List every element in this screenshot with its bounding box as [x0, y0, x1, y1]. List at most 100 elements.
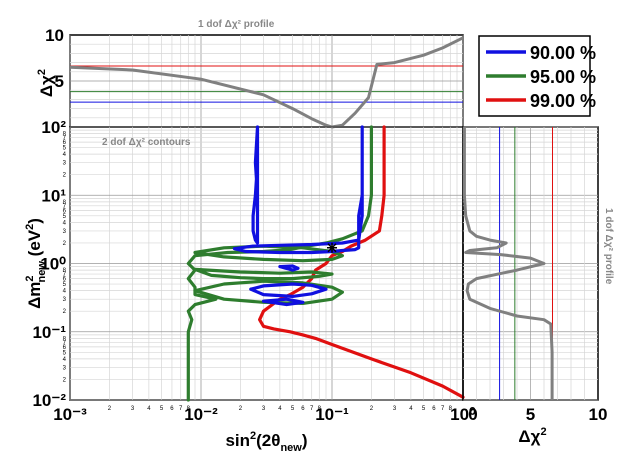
y-minor-tick-label: 3 [63, 297, 67, 303]
top-y-axis-label: Δχ2 [36, 69, 56, 97]
x-label-part: sin [225, 431, 250, 450]
x-minor-tick-label: 4 [409, 406, 413, 412]
contour-line [249, 282, 328, 298]
y-label-sup: 2 [24, 275, 36, 281]
right-x-label-sup: 2 [540, 426, 546, 438]
top-y-label-sup: 2 [36, 69, 48, 75]
y-minor-tick-label: 8 [63, 132, 67, 138]
profile-line [69, 36, 464, 129]
right-panel-title: 1 dof Δχ² profile [603, 208, 614, 285]
best-fit-marker [327, 242, 337, 253]
y-minor-tick-label: 7 [63, 340, 67, 346]
x-tick-label: 10⁻¹ [315, 405, 349, 424]
main-grid [69, 126, 464, 401]
x-minor-tick-label: 6 [170, 406, 174, 412]
top-y-label-part: Δχ [37, 75, 56, 97]
x-minor-tick-label: 7 [179, 406, 183, 412]
x-minor-tick-label: 4 [147, 406, 151, 412]
main-y-axis-label: Δm2new (eV2) [24, 218, 48, 309]
y-minor-tick-label: 4 [63, 220, 67, 226]
top-panel-title: 1 dof Δχ² profile [198, 19, 275, 30]
right-grid [463, 126, 598, 401]
x-minor-tick-label: 3 [131, 406, 135, 412]
right-x-label-part: Δχ [518, 427, 540, 446]
y-minor-tick-label: 5 [63, 282, 67, 288]
top-y-ticks: 5 10 [45, 26, 64, 91]
top-grid [69, 35, 464, 127]
x-minor-tick-label: 7 [310, 406, 314, 412]
best-fit-star [327, 242, 337, 253]
y-minor-tick-label: 4 [63, 357, 67, 363]
x-label-sup: 2 [250, 430, 256, 442]
y-label-part: (eV [25, 229, 44, 261]
top-profile-curve [69, 36, 464, 129]
contour-line [261, 297, 305, 307]
top-panel: 5 10 1 dof Δχ² profile Δχ2 [36, 19, 464, 129]
y-label-part: Δm [25, 282, 44, 309]
main-x-axis-label: sin2(2θnew) [225, 430, 307, 453]
y-minor-tick-label: 2 [63, 241, 67, 247]
y-label-sub: new [36, 261, 48, 283]
y-minor-tick-label: 8 [63, 200, 67, 206]
x-label-part: (2θ [256, 431, 280, 450]
x-minor-tick-label: 5 [291, 406, 295, 412]
contour-line [193, 267, 334, 281]
right-profile-curve [462, 127, 554, 400]
x-minor-tick-label: 6 [301, 406, 305, 412]
x-minor-tick-label: 5 [160, 406, 164, 412]
main-panel-title: 2 dof Δχ² contours [102, 137, 191, 148]
x-minor-tick-label: 4 [278, 406, 282, 412]
right-x-tick-label: 0 [468, 405, 477, 424]
y-tick-label: 10² [41, 118, 66, 137]
x-minor-tick-label: 2 [370, 406, 374, 412]
y-minor-tick-label: 6 [63, 208, 67, 214]
x-tick-label: 10⁰ [450, 405, 476, 424]
top-reference-lines [70, 65, 463, 103]
y-minor-tick-label: 2 [63, 309, 67, 315]
x-tick-label: 10⁻² [184, 405, 218, 424]
main-axis-ticks: 10⁻³ 2 3 4 5 6 7 810⁻² 2 3 4 5 6 7 810⁻¹ 2 3 4 5 6 7 810⁰10⁻²… [32, 118, 476, 424]
contour-line [186, 125, 373, 402]
legend-label: 90.00 % [530, 43, 596, 63]
y-label-part: ) [25, 218, 44, 224]
y-tick-label: 10⁻² [32, 391, 66, 410]
x-minor-tick-label: 2 [239, 406, 243, 412]
y-minor-tick-label: 7 [63, 204, 67, 210]
x-minor-tick-label: 3 [393, 406, 397, 412]
contour-line [193, 279, 344, 305]
x-minor-tick-label: 2 [108, 406, 112, 412]
y-minor-tick-label: 8 [63, 268, 67, 274]
x-label-part: ) [302, 431, 308, 450]
y-label-sup: 2 [24, 224, 36, 230]
right-x-ticks: 0 5 10 [468, 405, 607, 424]
y-minor-tick-label: 7 [63, 272, 67, 278]
y-minor-tick-label: 3 [63, 161, 67, 167]
x-minor-tick-label: 8 [187, 406, 191, 412]
legend-label: 99.00 % [530, 91, 596, 111]
y-minor-tick-label: 4 [63, 289, 67, 295]
legend-label: 95.00 % [530, 67, 596, 87]
x-minor-tick-label: 5 [422, 406, 426, 412]
top-y-tick-label: 10 [45, 26, 64, 45]
right-x-tick-label: 10 [589, 405, 608, 424]
y-minor-tick-label: 6 [63, 140, 67, 146]
contour-line [251, 125, 260, 245]
right-x-axis-label: Δχ2 [518, 426, 546, 446]
y-tick-label: 10¹ [41, 186, 66, 205]
x-minor-tick-label: 8 [449, 406, 453, 412]
y-minor-tick-label: 7 [63, 136, 67, 142]
y-minor-tick-label: 2 [63, 377, 67, 383]
y-minor-tick-label: 6 [63, 345, 67, 351]
contour-line [278, 264, 300, 272]
y-minor-tick-label: 5 [63, 146, 67, 152]
right-panel: 0 5 10 1 dof Δχ² profile Δχ2 [462, 126, 614, 446]
y-minor-tick-label: 5 [63, 214, 67, 220]
y-tick-label: 10⁰ [40, 255, 66, 274]
legend: 90.00 % 95.00 % 99.00 % [478, 35, 596, 117]
contour-line [232, 125, 364, 255]
right-x-tick-label: 5 [526, 405, 535, 424]
y-minor-tick-label: 3 [63, 229, 67, 235]
top-y-tick-label: 5 [55, 72, 64, 91]
y-tick-label: 10⁻¹ [32, 323, 66, 342]
